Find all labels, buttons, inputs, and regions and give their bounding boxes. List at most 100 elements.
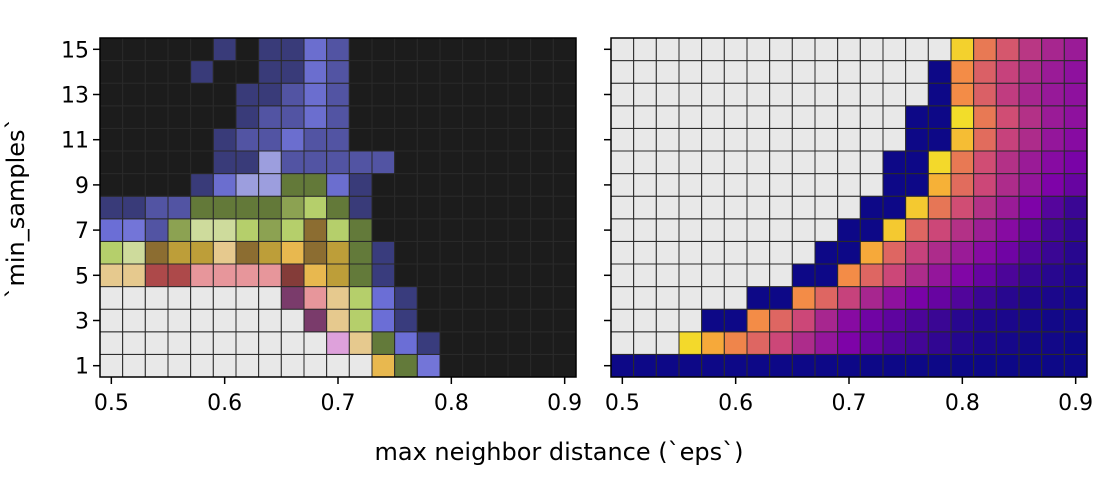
- heatmap-cell: [167, 218, 192, 242]
- heatmap-cell: [1063, 82, 1088, 107]
- heatmap-cell: [746, 286, 771, 310]
- heatmap-cell: [439, 218, 464, 242]
- heatmap-cell: [610, 105, 635, 129]
- heatmap-cell: [348, 218, 373, 242]
- heatmap-cell: [326, 353, 350, 378]
- heatmap-cell: [212, 173, 237, 197]
- heatmap-cell: [348, 308, 373, 333]
- heatmap-cell: [678, 105, 703, 129]
- heatmap-cell: [973, 286, 997, 310]
- heatmap-cell: [99, 37, 124, 62]
- heatmap-cell: [439, 60, 464, 84]
- heatmap-cell: [530, 60, 554, 84]
- heatmap-cell: [416, 331, 441, 355]
- heatmap-cell: [995, 150, 1020, 175]
- heatmap-cell: [462, 263, 486, 288]
- heatmap-cell: [950, 195, 975, 220]
- heatmap-cell: [633, 331, 657, 355]
- heatmap-cell: [99, 263, 124, 288]
- heatmap-cell: [814, 331, 839, 355]
- heatmap-cell: [905, 263, 929, 288]
- heatmap-cell: [1041, 353, 1065, 378]
- heatmap-cell: [678, 286, 703, 310]
- heatmap-cell: [882, 127, 907, 152]
- heatmap-cell: [995, 173, 1020, 197]
- heatmap-cell: [348, 82, 373, 107]
- heatmap-cell: [995, 353, 1020, 378]
- heatmap-cell: [837, 82, 861, 107]
- heatmap-cell: [326, 150, 350, 175]
- heatmap-cell: [167, 263, 192, 288]
- heatmap-cell: [552, 240, 577, 265]
- heatmap-cell: [1063, 240, 1088, 265]
- heatmap-cell: [791, 263, 816, 288]
- heatmap-cell: [1018, 60, 1043, 84]
- heatmap-cell: [837, 286, 861, 310]
- heatmap-cell: [462, 308, 486, 333]
- heatmap-cell: [633, 82, 657, 107]
- heatmap-cell: [1063, 195, 1088, 220]
- heatmap-cell: [927, 60, 952, 84]
- heatmap-cell: [746, 127, 771, 152]
- heatmap-cell: [995, 127, 1020, 152]
- heatmap-cell: [235, 37, 260, 62]
- heatmap-cell: [122, 82, 146, 107]
- heatmap-cell: [814, 150, 839, 175]
- heatmap-cell: [167, 195, 192, 220]
- heatmap-cell: [416, 263, 441, 288]
- heatmap-cell: [791, 105, 816, 129]
- heatmap-cell: [633, 218, 657, 242]
- heatmap-cell: [258, 353, 282, 378]
- heatmap-cell: [530, 195, 554, 220]
- heatmap-cell: [769, 150, 793, 175]
- heatmap-cell: [882, 60, 907, 84]
- heatmap-cell: [905, 240, 929, 265]
- heatmap-cell: [371, 37, 396, 62]
- heatmap-cell: [394, 127, 418, 152]
- heatmap-cell: [1063, 37, 1088, 62]
- heatmap-cell: [973, 331, 997, 355]
- heatmap-cell: [746, 37, 771, 62]
- heatmap-cell: [973, 263, 997, 288]
- heatmap-cell: [552, 82, 577, 107]
- heatmap-cell: [212, 105, 237, 129]
- heatmap-cell: [530, 150, 554, 175]
- heatmap-cell: [1018, 82, 1043, 107]
- heatmap-cell: [723, 195, 748, 220]
- heatmap-cell: [212, 240, 237, 265]
- heatmap-cell: [439, 105, 464, 129]
- heatmap-cell: [1041, 173, 1065, 197]
- heatmap-cell: [122, 150, 146, 175]
- heatmap-cell: [416, 127, 441, 152]
- heatmap-cell: [326, 127, 350, 152]
- heatmap-cell: [1063, 286, 1088, 310]
- heatmap-cell: [973, 240, 997, 265]
- y-tick-label: 9: [75, 174, 89, 199]
- heatmap-cell: [655, 353, 680, 378]
- heatmap-cell: [746, 173, 771, 197]
- heatmap-cell: [633, 37, 657, 62]
- heatmap-cell: [99, 331, 124, 355]
- heatmap-cell: [610, 195, 635, 220]
- heatmap-cell: [371, 263, 396, 288]
- heatmap-cell: [552, 173, 577, 197]
- heatmap-cell: [1018, 286, 1043, 310]
- heatmap-cell: [1018, 353, 1043, 378]
- heatmap-cell: [905, 195, 929, 220]
- heatmap-cell: [280, 127, 305, 152]
- heatmap-cell: [1063, 331, 1088, 355]
- heatmap-cell: [416, 353, 441, 378]
- heatmap-cell: [212, 263, 237, 288]
- heatmap-cell: [462, 150, 486, 175]
- heatmap-cell: [927, 195, 952, 220]
- heatmap-cell: [99, 82, 124, 107]
- heatmap-cell: [144, 195, 169, 220]
- heatmap-cell: [927, 105, 952, 129]
- heatmap-cell: [190, 37, 214, 62]
- heatmap-cell: [280, 60, 305, 84]
- heatmap-cell: [212, 308, 237, 333]
- heatmap-cell: [905, 218, 929, 242]
- heatmap-cell: [258, 82, 282, 107]
- heatmap-cell: [723, 308, 748, 333]
- heatmap-cell: [530, 82, 554, 107]
